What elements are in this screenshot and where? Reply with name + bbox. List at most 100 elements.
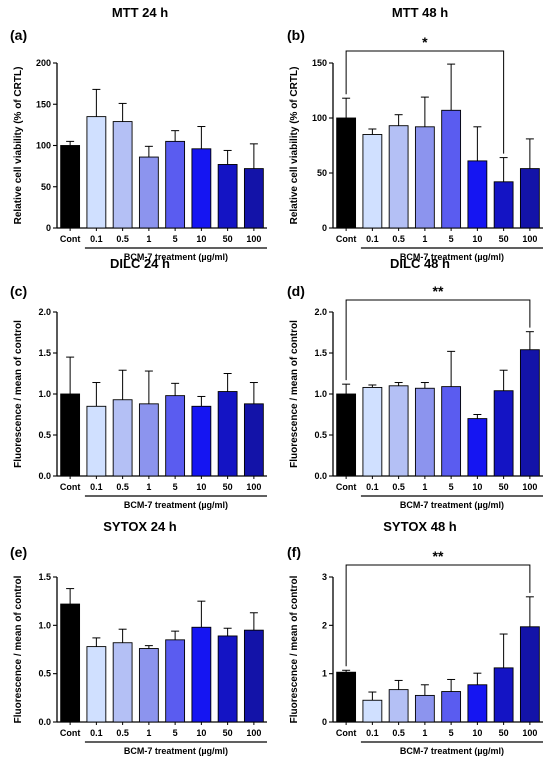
y-tick-label: 1.0 bbox=[314, 389, 327, 399]
bar-100 bbox=[519, 168, 540, 229]
y-tick-label: 50 bbox=[41, 182, 51, 192]
significance-label: ** bbox=[433, 283, 444, 299]
significance-label: * bbox=[422, 34, 428, 50]
x-tick-label: 0.5 bbox=[116, 482, 129, 492]
significance-bracket bbox=[345, 564, 531, 667]
treatment-label: BCM-7 treatment (µg/ml) bbox=[400, 500, 504, 510]
x-tick-label: 1 bbox=[422, 234, 427, 244]
y-tick-label: 0.5 bbox=[38, 669, 51, 679]
x-tick-label: 0.1 bbox=[366, 482, 379, 492]
y-axis-title: Fluorescence / mean of control bbox=[289, 575, 300, 723]
significance-bracket bbox=[345, 50, 505, 154]
x-tick-label: 5 bbox=[173, 728, 178, 738]
x-tick-label: 0.1 bbox=[90, 728, 103, 738]
bar-10 bbox=[191, 626, 212, 723]
significance-bracket bbox=[345, 299, 531, 381]
bar-5 bbox=[165, 395, 186, 477]
bar-Cont bbox=[60, 145, 81, 229]
y-tick-label: 0.5 bbox=[314, 430, 327, 440]
x-tick-label: 100 bbox=[522, 234, 537, 244]
chart-panel-6: SYTOX 48 h (f) 0 1 2 3 Fluorescence / mean of … bbox=[287, 519, 543, 756]
y-tick-label: 1.5 bbox=[38, 348, 51, 358]
bar-100 bbox=[243, 168, 264, 229]
bar-5 bbox=[441, 386, 462, 477]
y-tick-label: 100 bbox=[312, 113, 327, 123]
panel-title: MTT 24 h bbox=[112, 5, 168, 20]
bar-0.1 bbox=[86, 116, 107, 229]
x-tick-label: 100 bbox=[522, 728, 537, 738]
significance-label: ** bbox=[433, 548, 444, 564]
bar-10 bbox=[467, 684, 488, 723]
bar-1 bbox=[414, 694, 435, 723]
y-tick-label: 150 bbox=[36, 99, 51, 109]
x-tick-label: 10 bbox=[472, 234, 482, 244]
bar-5 bbox=[441, 691, 462, 723]
panel-title: DILC 48 h bbox=[390, 256, 450, 271]
x-tick-label: 10 bbox=[196, 482, 206, 492]
bar-50 bbox=[217, 635, 238, 723]
x-tick-label: Cont bbox=[336, 234, 357, 244]
treatment-label: BCM-7 treatment (µg/ml) bbox=[124, 252, 228, 262]
x-tick-label: 0.5 bbox=[116, 234, 129, 244]
panel-title: SYTOX 48 h bbox=[383, 519, 457, 534]
x-tick-label: 0.5 bbox=[392, 234, 405, 244]
x-tick-label: 1 bbox=[422, 728, 427, 738]
y-tick-label: 150 bbox=[312, 58, 327, 68]
x-tick-label: 50 bbox=[223, 728, 233, 738]
bar-50 bbox=[217, 164, 238, 229]
bar-Cont bbox=[336, 671, 357, 723]
y-tick-label: 0.0 bbox=[314, 471, 327, 481]
bar-0.5 bbox=[112, 642, 133, 723]
bar-5 bbox=[441, 109, 462, 229]
y-axis-title: Fluorescence / mean of control bbox=[289, 320, 300, 468]
bar-Cont bbox=[60, 393, 81, 477]
x-tick-label: 5 bbox=[173, 482, 178, 492]
y-axis-title: Relative cell viability (% of CRTL) bbox=[13, 67, 24, 225]
x-tick-label: 0.1 bbox=[90, 234, 103, 244]
y-tick-label: 1.0 bbox=[38, 389, 51, 399]
y-tick-label: 0 bbox=[322, 717, 327, 727]
panel-title: SYTOX 24 h bbox=[103, 519, 177, 534]
y-tick-label: 0.5 bbox=[38, 430, 51, 440]
x-tick-label: 0.1 bbox=[366, 234, 379, 244]
bar-1 bbox=[138, 648, 159, 723]
panel-title: MTT 48 h bbox=[392, 5, 448, 20]
bar-10 bbox=[191, 405, 212, 477]
panel-letter: (a) bbox=[10, 27, 27, 43]
treatment-label: BCM-7 treatment (µg/ml) bbox=[400, 746, 504, 756]
y-tick-label: 0 bbox=[322, 223, 327, 233]
x-tick-label: 10 bbox=[472, 728, 482, 738]
x-tick-label: 1 bbox=[146, 234, 151, 244]
x-tick-label: Cont bbox=[336, 482, 357, 492]
bar-5 bbox=[165, 639, 186, 723]
bar-10 bbox=[467, 418, 488, 477]
y-axis-title: Relative cell viability (% of CRTL) bbox=[289, 67, 300, 225]
x-tick-label: 1 bbox=[422, 482, 427, 492]
x-tick-label: 1 bbox=[146, 482, 151, 492]
x-tick-label: 0.5 bbox=[116, 728, 129, 738]
bar-1 bbox=[138, 156, 159, 229]
y-tick-label: 1.5 bbox=[314, 348, 327, 358]
bar-10 bbox=[467, 160, 488, 229]
x-tick-label: 50 bbox=[223, 234, 233, 244]
y-axis-title: Fluorescence / mean of control bbox=[13, 575, 24, 723]
y-tick-label: 50 bbox=[317, 168, 327, 178]
bar-100 bbox=[519, 626, 540, 723]
bar-10 bbox=[191, 148, 212, 229]
x-tick-label: 5 bbox=[449, 234, 454, 244]
x-tick-label: 5 bbox=[449, 482, 454, 492]
bar-0.5 bbox=[388, 689, 409, 723]
x-tick-label: 5 bbox=[449, 728, 454, 738]
x-tick-label: Cont bbox=[60, 482, 81, 492]
x-tick-label: Cont bbox=[60, 234, 81, 244]
x-tick-label: Cont bbox=[336, 728, 357, 738]
x-tick-label: 50 bbox=[499, 234, 509, 244]
x-tick-label: 50 bbox=[499, 728, 509, 738]
treatment-label: BCM-7 treatment (µg/ml) bbox=[124, 746, 228, 756]
panel-letter: (b) bbox=[287, 27, 305, 43]
x-tick-label: 0.5 bbox=[392, 728, 405, 738]
x-tick-label: 1 bbox=[146, 728, 151, 738]
bar-100 bbox=[243, 403, 264, 477]
